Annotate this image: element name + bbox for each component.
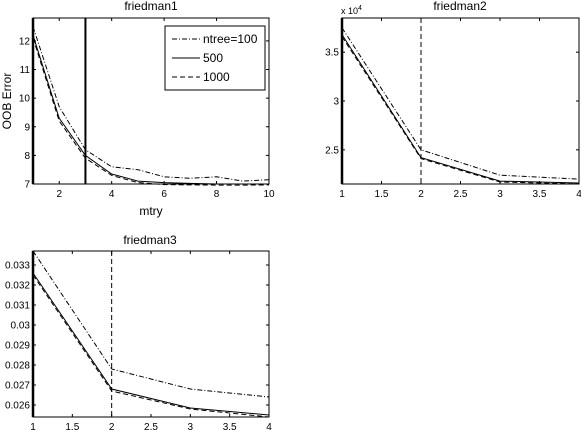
panel1-xtick-label: 8 [214, 189, 220, 200]
panel3-xtick-label: 1 [30, 422, 36, 430]
panel2-ytick-label: 3 [333, 97, 339, 108]
panel3-xtick-label: 2 [109, 422, 115, 430]
panel3-series [31, 250, 270, 418]
panel3-xtick-label: 1.5 [65, 422, 79, 430]
panel3-series-line-3 [32, 274, 270, 418]
panel3-ytick-label: 0.03 [11, 321, 31, 332]
panel-friedman3: friedman3 1 1.5 2 2.5 3 3.5 4 0.026 0.027 0.028 0.… [5, 233, 272, 430]
panel-friedman1: friedman1 OOB Error mtry 2 4 6 8 10 7 8 9 10 11 12… [0, 0, 275, 218]
panel2-series-line-2 [341, 34, 580, 184]
panel2-series-line-1 [341, 27, 580, 180]
panel3-xtick-label: 3 [188, 422, 194, 430]
panel2-ytick-label: 3.5 [325, 48, 339, 59]
panel3-ytick-label: 0.028 [5, 361, 30, 372]
panel3-ticks: 1 1.5 2 2.5 3 3.5 4 0.026 0.027 0.028 0.029 0.03 0.0… [5, 251, 272, 430]
panel2-xtick-label: 3 [497, 189, 503, 200]
panel3-axes [32, 250, 270, 418]
panel2-title: friedman2 [433, 0, 487, 13]
panel2-xtick-label: 2 [418, 189, 424, 200]
panel2-xtick-label: 1.5 [375, 189, 389, 200]
panel2-series [340, 18, 580, 185]
panel-friedman2: friedman2 x 104 1 1.5 2 2.5 3 3.5 4 2.5 3 3.5 [325, 0, 581, 200]
panel3-ytick-label: 0.026 [5, 401, 30, 412]
panel3-xtick-label: 4 [266, 422, 272, 430]
panel1-xtick-label: 6 [161, 189, 167, 200]
legend-label-500: 500 [203, 51, 223, 65]
panel1-ylabel: OOB Error [0, 73, 14, 130]
panel3-ytick-label: 0.029 [5, 341, 30, 352]
panel1-ytick-label: 7 [24, 180, 30, 191]
panel3-ytick-label: 0.031 [5, 301, 30, 312]
panel2-ticks: 1 1.5 2 2.5 3 3.5 4 2.5 3 3.5 [325, 18, 581, 200]
panel3-series-line-2 [32, 272, 270, 416]
panel1-ytick-label: 12 [19, 36, 31, 47]
panel1-ytick-label: 10 [19, 94, 31, 105]
legend-label-ntree100: ntree=100 [203, 32, 258, 46]
panel1-xtick-label: 2 [56, 189, 62, 200]
panel3-ytick-label: 0.033 [5, 261, 30, 272]
panel2-xtick-label: 3.5 [533, 189, 547, 200]
panel1-xtick-label: 4 [109, 189, 115, 200]
panel1-ytick-label: 8 [24, 151, 30, 162]
panel3-series-line-1 [32, 250, 270, 398]
legend: ntree=100 500 1000 [164, 25, 266, 91]
panel3-title: friedman3 [123, 233, 177, 247]
panel1-ytick-label: 11 [20, 65, 31, 76]
panel2-xtick-label: 1 [339, 189, 345, 200]
panel3-ytick-label: 0.032 [5, 281, 30, 292]
panel2-y-multiplier-exp: 4 [358, 5, 362, 12]
panel3-xtick-label: 3.5 [223, 422, 237, 430]
panel3-ytick-label: 0.027 [5, 381, 30, 392]
panel2-xtick-label: 4 [576, 189, 581, 200]
panel3-xtick-label: 2.5 [144, 422, 158, 430]
panel1-axes [32, 17, 270, 185]
panel2-xtick-label: 2.5 [454, 189, 468, 200]
panel2-y-multiplier: x 104 [341, 5, 362, 16]
panel2-axes [341, 17, 580, 185]
panel1-ytick-label: 9 [24, 122, 30, 133]
panel2-series-line-3 [341, 36, 580, 185]
panel1-title: friedman1 [124, 0, 178, 13]
legend-label-1000: 1000 [203, 70, 230, 84]
panel2-ytick-label: 2.5 [325, 145, 339, 156]
panel1-xlabel: mtry [139, 204, 162, 218]
panel1-xtick-label: 10 [263, 189, 275, 200]
